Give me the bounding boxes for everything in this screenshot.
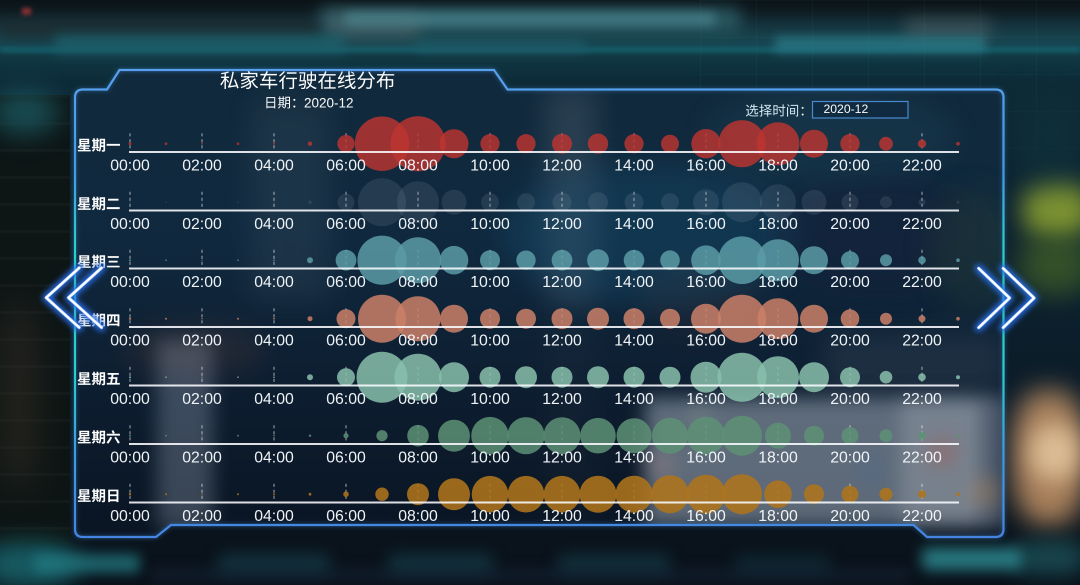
svg-text:10:00: 10:00 bbox=[470, 391, 510, 408]
svg-text:00:00: 00:00 bbox=[110, 450, 150, 467]
svg-text:2020-12: 2020-12 bbox=[304, 96, 354, 111]
svg-text:04:00: 04:00 bbox=[254, 391, 294, 408]
svg-text:10:00: 10:00 bbox=[470, 158, 510, 175]
svg-text:22:00: 22:00 bbox=[902, 450, 942, 467]
svg-text:02:00: 02:00 bbox=[182, 158, 222, 175]
svg-text:22:00: 22:00 bbox=[902, 508, 942, 525]
svg-text:18:00: 18:00 bbox=[758, 391, 798, 408]
svg-text:02:00: 02:00 bbox=[182, 216, 222, 233]
svg-text:16:00: 16:00 bbox=[686, 508, 726, 525]
svg-text:14:00: 14:00 bbox=[614, 216, 654, 233]
svg-text:06:00: 06:00 bbox=[326, 216, 366, 233]
svg-text:02:00: 02:00 bbox=[182, 391, 222, 408]
svg-text:18:00: 18:00 bbox=[758, 450, 798, 467]
svg-text:16:00: 16:00 bbox=[686, 391, 726, 408]
svg-text:12:00: 12:00 bbox=[542, 391, 582, 408]
svg-text:06:00: 06:00 bbox=[326, 333, 366, 350]
svg-text:20:00: 20:00 bbox=[830, 216, 870, 233]
svg-text:10:00: 10:00 bbox=[470, 333, 510, 350]
svg-text:20:00: 20:00 bbox=[830, 274, 870, 291]
svg-text:04:00: 04:00 bbox=[254, 216, 294, 233]
svg-text:18:00: 18:00 bbox=[758, 508, 798, 525]
svg-text:18:00: 18:00 bbox=[758, 333, 798, 350]
svg-text:00:00: 00:00 bbox=[110, 274, 150, 291]
svg-text:16:00: 16:00 bbox=[686, 450, 726, 467]
svg-text:18:00: 18:00 bbox=[758, 158, 798, 175]
svg-text:12:00: 12:00 bbox=[542, 216, 582, 233]
svg-text:08:00: 08:00 bbox=[398, 450, 438, 467]
svg-text:00:00: 00:00 bbox=[110, 391, 150, 408]
svg-text:04:00: 04:00 bbox=[254, 508, 294, 525]
svg-text:16:00: 16:00 bbox=[686, 216, 726, 233]
svg-text:18:00: 18:00 bbox=[758, 274, 798, 291]
svg-text:04:00: 04:00 bbox=[254, 158, 294, 175]
svg-text:06:00: 06:00 bbox=[326, 391, 366, 408]
svg-text:14:00: 14:00 bbox=[614, 450, 654, 467]
svg-text:22:00: 22:00 bbox=[902, 333, 942, 350]
svg-text:12:00: 12:00 bbox=[542, 508, 582, 525]
svg-text:20:00: 20:00 bbox=[830, 391, 870, 408]
svg-text:08:00: 08:00 bbox=[398, 216, 438, 233]
svg-text:22:00: 22:00 bbox=[902, 274, 942, 291]
svg-text:2020-12: 2020-12 bbox=[824, 102, 869, 116]
svg-text:08:00: 08:00 bbox=[398, 333, 438, 350]
svg-text:16:00: 16:00 bbox=[686, 158, 726, 175]
svg-text:06:00: 06:00 bbox=[326, 508, 366, 525]
svg-text:22:00: 22:00 bbox=[902, 158, 942, 175]
svg-text:20:00: 20:00 bbox=[830, 333, 870, 350]
svg-text:08:00: 08:00 bbox=[398, 274, 438, 291]
svg-text:04:00: 04:00 bbox=[254, 450, 294, 467]
svg-text:10:00: 10:00 bbox=[470, 274, 510, 291]
svg-text:02:00: 02:00 bbox=[182, 274, 222, 291]
svg-text:14:00: 14:00 bbox=[614, 508, 654, 525]
svg-text:02:00: 02:00 bbox=[182, 508, 222, 525]
svg-text:00:00: 00:00 bbox=[110, 216, 150, 233]
svg-text:00:00: 00:00 bbox=[110, 333, 150, 350]
svg-text:06:00: 06:00 bbox=[326, 274, 366, 291]
svg-text:12:00: 12:00 bbox=[542, 450, 582, 467]
svg-text:06:00: 06:00 bbox=[326, 158, 366, 175]
svg-text:08:00: 08:00 bbox=[398, 158, 438, 175]
svg-text:02:00: 02:00 bbox=[182, 333, 222, 350]
svg-text:08:00: 08:00 bbox=[398, 508, 438, 525]
svg-text:08:00: 08:00 bbox=[398, 391, 438, 408]
svg-text:10:00: 10:00 bbox=[470, 216, 510, 233]
svg-text:00:00: 00:00 bbox=[110, 508, 150, 525]
svg-text:16:00: 16:00 bbox=[686, 274, 726, 291]
svg-text:02:00: 02:00 bbox=[182, 450, 222, 467]
svg-text:10:00: 10:00 bbox=[470, 450, 510, 467]
svg-text:06:00: 06:00 bbox=[326, 450, 366, 467]
svg-text:20:00: 20:00 bbox=[830, 508, 870, 525]
svg-text:14:00: 14:00 bbox=[614, 391, 654, 408]
svg-text:12:00: 12:00 bbox=[542, 158, 582, 175]
svg-text:04:00: 04:00 bbox=[254, 333, 294, 350]
svg-text:14:00: 14:00 bbox=[614, 333, 654, 350]
svg-text:14:00: 14:00 bbox=[614, 274, 654, 291]
svg-text:20:00: 20:00 bbox=[830, 450, 870, 467]
svg-text:12:00: 12:00 bbox=[542, 274, 582, 291]
svg-text:04:00: 04:00 bbox=[254, 274, 294, 291]
svg-text:22:00: 22:00 bbox=[902, 216, 942, 233]
svg-text:18:00: 18:00 bbox=[758, 216, 798, 233]
svg-text:10:00: 10:00 bbox=[470, 508, 510, 525]
svg-text:00:00: 00:00 bbox=[110, 158, 150, 175]
svg-text:16:00: 16:00 bbox=[686, 333, 726, 350]
svg-text:14:00: 14:00 bbox=[614, 158, 654, 175]
svg-text:12:00: 12:00 bbox=[542, 333, 582, 350]
svg-text:20:00: 20:00 bbox=[830, 158, 870, 175]
svg-text:22:00: 22:00 bbox=[902, 391, 942, 408]
